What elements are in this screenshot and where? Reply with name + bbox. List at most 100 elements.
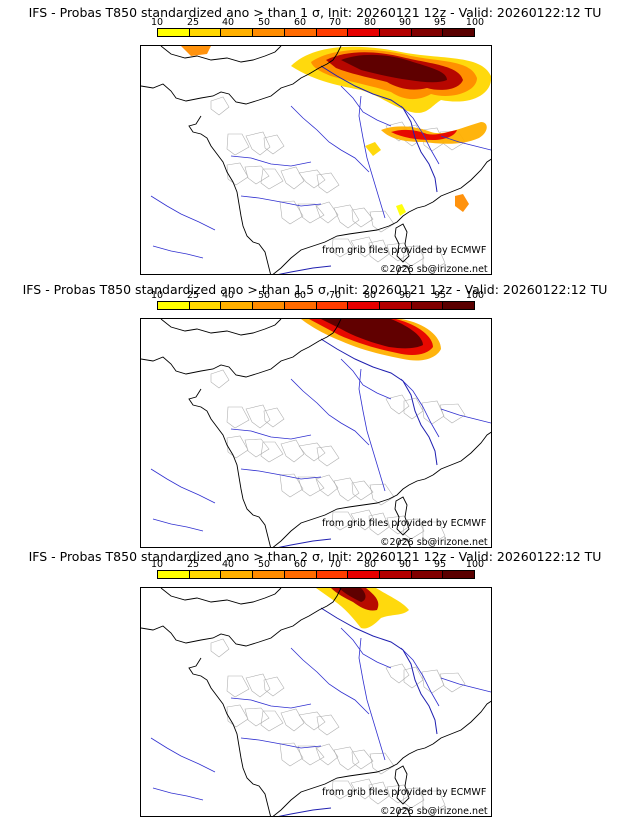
region-boundary [226, 435, 249, 459]
colorbar-swatch [253, 302, 285, 309]
colorbar-swatch [158, 571, 190, 578]
colorbar-swatch [443, 302, 475, 309]
region-boundary [226, 406, 250, 429]
coastline [141, 46, 342, 105]
river-line [290, 647, 370, 715]
probability-area [396, 204, 406, 216]
region-boundary [350, 509, 376, 531]
colorbar-swatch [284, 29, 317, 36]
colorbar-swatch [221, 29, 254, 36]
region-boundary [350, 236, 376, 258]
colorbar-swatch [411, 29, 444, 36]
region-boundary [316, 172, 340, 194]
source-credit: from grib files provided by ECMWF [322, 245, 487, 256]
river-line [150, 737, 216, 773]
colorbar-tick-label: 60 [293, 17, 307, 28]
colorbar-swatch [284, 302, 317, 309]
region-boundary [226, 675, 250, 698]
river-line [340, 627, 392, 669]
colorbar-tick-label: 70 [328, 290, 342, 301]
region-boundary [351, 207, 374, 228]
panel-2: IFS - Probas T850 standardized ano > tha… [0, 273, 630, 553]
colorbar-swatch [189, 29, 222, 36]
region-boundary [386, 784, 411, 804]
region-boundary [315, 474, 339, 497]
colorbar-swatch [221, 571, 254, 578]
region-boundary [369, 752, 395, 775]
colorbar-swatch [348, 302, 380, 309]
region-boundary [439, 403, 466, 424]
colorbar-tick-label: 90 [398, 559, 412, 570]
coastline [432, 700, 491, 745]
region-boundary [263, 676, 285, 697]
coastline [141, 588, 342, 647]
region-boundary [421, 127, 445, 152]
colorbar-tick-label: 80 [363, 290, 377, 301]
colorbar-tick-label: 80 [363, 559, 377, 570]
region-boundary [331, 780, 355, 800]
river-line [150, 195, 216, 231]
region-boundary [369, 210, 395, 233]
region-boundary [298, 711, 326, 731]
river-line [440, 677, 491, 693]
region-boundary [421, 669, 445, 694]
river-line [358, 95, 386, 219]
region-boundary [421, 400, 445, 425]
region-boundary [350, 778, 376, 800]
region-boundary [333, 746, 360, 771]
region-boundary [422, 521, 446, 545]
colorbar-tick-label: 70 [328, 17, 342, 28]
colorbar-swatch [316, 29, 349, 36]
river-line [440, 135, 491, 151]
probability-area [321, 319, 423, 349]
colorbar-tick-label: 70 [328, 559, 342, 570]
river-line [358, 637, 386, 761]
river-line [230, 697, 312, 709]
river-line [230, 428, 312, 440]
region-boundary [279, 473, 304, 498]
colorbar-tick-label: 95 [433, 559, 447, 570]
probability-area [455, 194, 469, 212]
country-border [320, 607, 438, 735]
region-boundary [315, 201, 339, 224]
colorbar-tick-label: 100 [465, 290, 485, 301]
colorbar-tick-label: 25 [186, 559, 200, 570]
region-boundary [210, 96, 230, 116]
coastline [141, 319, 342, 378]
colorbar-tick-label: 60 [293, 559, 307, 570]
river-line [400, 105, 440, 165]
colorbar-swatch [253, 571, 285, 578]
colorbar-swatch [158, 29, 190, 36]
region-boundary [333, 204, 360, 229]
region-boundary [403, 397, 424, 420]
island-coastline [394, 496, 410, 536]
colorbar-labels: 10 25 40 50 60 70 80 90 95 100 [140, 559, 490, 570]
region-boundary [280, 708, 305, 732]
colorbar-swatch [316, 302, 349, 309]
river-line [152, 787, 204, 801]
region-boundary [297, 476, 325, 497]
colorbar-tick-label: 90 [398, 17, 412, 28]
island-coastline [394, 223, 410, 263]
region-boundary [351, 749, 374, 770]
coastline [432, 431, 491, 476]
colorbar-tick-label: 95 [433, 290, 447, 301]
region-boundary [279, 742, 304, 767]
coastline [188, 115, 271, 274]
colorbar-tick-label: 50 [257, 290, 271, 301]
river-line [240, 195, 322, 207]
map-svg [141, 588, 491, 816]
region-boundary [245, 673, 271, 698]
probability-area [341, 54, 447, 83]
colorbar-swatch [411, 302, 444, 309]
map-svg [141, 319, 491, 547]
colorbar-tick-label: 50 [257, 559, 271, 570]
probability-area [339, 588, 366, 602]
region-boundary [280, 439, 305, 463]
river-line [440, 408, 491, 424]
copyright: ©2026 sb@irizone.net [380, 264, 488, 275]
river-line [290, 105, 370, 173]
probability-map [140, 318, 492, 548]
probability-area [365, 142, 381, 156]
colorbar-tick-label: 95 [433, 17, 447, 28]
